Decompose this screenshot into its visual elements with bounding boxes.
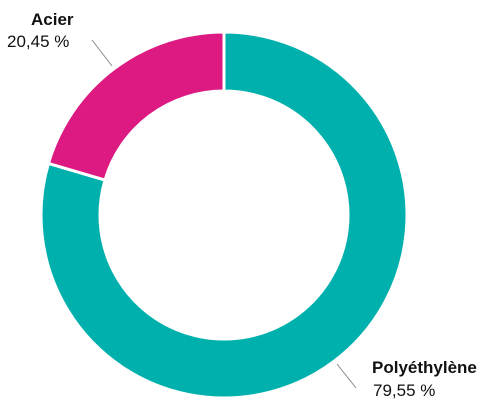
leader-line-acier [91, 39, 113, 67]
donut-slices [39, 30, 409, 399]
slice-label-acier-name: Acier [31, 10, 74, 29]
slice-acier [46, 30, 226, 182]
slice-label-polyethylene-name: Polyéthylène [372, 358, 477, 377]
slice-label-acier-value: 20,45 % [7, 32, 69, 51]
slice-labels: Acier 20,45 % Polyéthylène 79,55 % [7, 10, 477, 399]
slice-label-polyethylene-value: 79,55 % [373, 381, 435, 399]
leader-line-polyethylene [336, 363, 357, 389]
slice-polyethylene [39, 30, 409, 399]
